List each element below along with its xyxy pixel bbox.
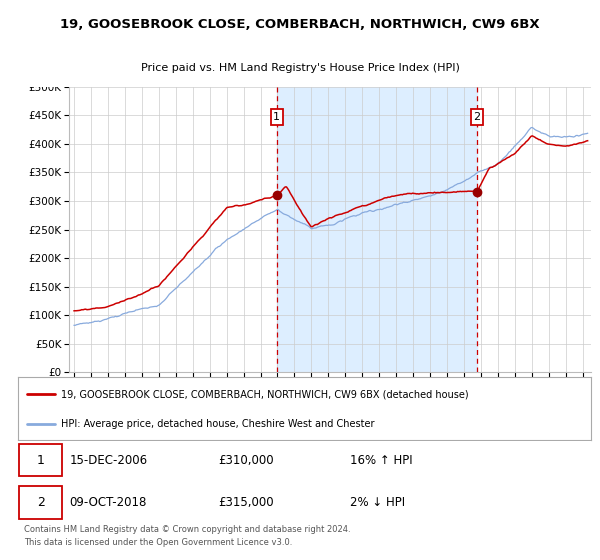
Text: 2: 2	[473, 112, 481, 122]
Text: 1: 1	[37, 454, 44, 466]
Text: HPI: Average price, detached house, Cheshire West and Chester: HPI: Average price, detached house, Ches…	[61, 419, 374, 429]
Text: 2: 2	[37, 496, 44, 509]
Text: £310,000: £310,000	[218, 454, 274, 466]
Text: 19, GOOSEBROOK CLOSE, COMBERBACH, NORTHWICH, CW9 6BX (detached house): 19, GOOSEBROOK CLOSE, COMBERBACH, NORTHW…	[61, 389, 469, 399]
Text: 09-OCT-2018: 09-OCT-2018	[70, 496, 147, 509]
FancyBboxPatch shape	[19, 486, 62, 519]
FancyBboxPatch shape	[19, 444, 62, 477]
Text: 1: 1	[273, 112, 280, 122]
Text: Contains HM Land Registry data © Crown copyright and database right 2024.
This d: Contains HM Land Registry data © Crown c…	[24, 525, 350, 547]
Text: £315,000: £315,000	[218, 496, 274, 509]
Bar	[277, 87, 477, 372]
Text: 19, GOOSEBROOK CLOSE, COMBERBACH, NORTHWICH, CW9 6BX: 19, GOOSEBROOK CLOSE, COMBERBACH, NORTHW…	[60, 18, 540, 31]
Text: 2% ↓ HPI: 2% ↓ HPI	[350, 496, 406, 509]
Text: 15-DEC-2006: 15-DEC-2006	[70, 454, 148, 466]
Text: 16% ↑ HPI: 16% ↑ HPI	[350, 454, 413, 466]
Text: Price paid vs. HM Land Registry's House Price Index (HPI): Price paid vs. HM Land Registry's House …	[140, 63, 460, 73]
